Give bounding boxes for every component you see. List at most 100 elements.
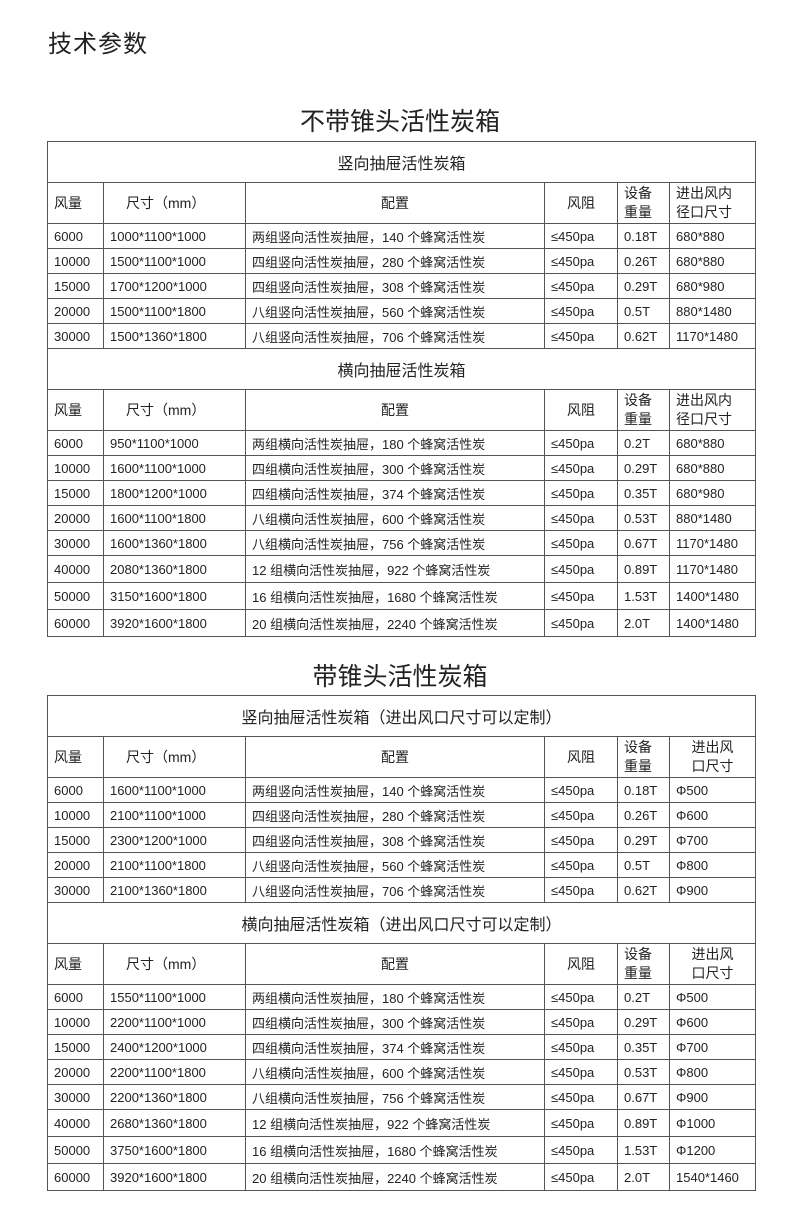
subtable-title: 横向抽屉活性炭箱（进出风口尺寸可以定制） — [46, 902, 757, 944]
table-cell: 680*880 — [668, 430, 757, 456]
table-cell: 1600*1100*1000 — [103, 777, 246, 803]
table-cell: ≤450pa — [544, 505, 618, 531]
table-cell: Φ500 — [668, 777, 757, 803]
column-header: 风阻 — [544, 389, 618, 431]
table-cell: 四组竖向活性炭抽屉，308 个蜂窝活性炭 — [245, 273, 545, 299]
table-cell: Φ900 — [668, 1084, 757, 1110]
subtable-title: 竖向抽屉活性炭箱（进出风口尺寸可以定制） — [46, 695, 757, 737]
table-cell: 八组竖向活性炭抽屉，560 个蜂窝活性炭 — [245, 298, 545, 324]
column-header-line: 设备 — [624, 392, 652, 408]
table-cell: 1540*1460 — [668, 1163, 757, 1191]
table-cell: 0.29T — [617, 1009, 670, 1035]
table-cell: ≤450pa — [544, 273, 618, 299]
table-cell: ≤450pa — [544, 1163, 618, 1191]
header-row: 风量 尺寸（mm） 配置 风阻 设备 重量 进出风 口尺寸 — [47, 736, 757, 778]
table-cell: 0.18T — [617, 223, 670, 249]
table-cell: ≤450pa — [544, 1034, 618, 1060]
table-cell: 10000 — [47, 1009, 104, 1035]
table-cell: ≤450pa — [544, 852, 618, 878]
spec-table: 竖向抽屉活性炭箱（进出风口尺寸可以定制） 风量 尺寸（mm） 配置 风阻 设备 重量 进出风口… — [46, 695, 757, 1191]
table-cell: 1000*1100*1000 — [103, 223, 246, 249]
table-cell: ≤450pa — [544, 455, 618, 481]
column-header-line: 重量 — [624, 758, 652, 774]
table-cell: 2080*1360*1800 — [103, 555, 246, 583]
table-cell: 0.62T — [617, 323, 670, 349]
column-header: 配置 — [245, 389, 545, 431]
column-header: 配置 — [245, 943, 545, 985]
header-row: 风量尺寸（mm）配置风阻设备重量进出风内径口尺寸 — [47, 389, 757, 431]
table-cell: 八组横向活性炭抽屉，600 个蜂窝活性炭 — [245, 1059, 545, 1085]
table-cell: 0.26T — [617, 248, 670, 274]
column-header: 设备重量 — [617, 182, 670, 224]
header-row: 风量尺寸（mm）配置风阻设备重量进出风内径口尺寸 — [47, 182, 757, 224]
table-cell: 四组竖向活性炭抽屉，280 个蜂窝活性炭 — [245, 248, 545, 274]
column-header: 进出风 口尺寸 — [668, 736, 757, 778]
table-row: 6000 1550*1100*1000 两组横向活性炭抽屉，180 个蜂窝活性炭 ≤4… — [47, 984, 757, 1010]
table-cell: ≤450pa — [544, 248, 618, 274]
table-cell: 6000 — [47, 223, 104, 249]
column-header: 风阻 — [544, 182, 618, 224]
table-row: 30000 1500*1360*1800 八组竖向活性炭抽屉，706 个蜂窝活性炭 ≤… — [47, 323, 757, 349]
subtable-title-row: 横向抽屉活性炭箱（进出风口尺寸可以定制） — [46, 902, 757, 944]
table-cell: 1800*1200*1000 — [103, 480, 246, 506]
column-header-line: 进出风内 — [676, 185, 732, 201]
subtable-title-row: 竖向抽屉活性炭箱（进出风口尺寸可以定制） — [46, 695, 757, 737]
column-header: 风量 — [47, 943, 104, 985]
table-cell: ≤450pa — [544, 555, 618, 583]
table-cell: 0.26T — [617, 802, 670, 828]
table-row: 30000 1600*1360*1800 八组横向活性炭抽屉，756 个蜂窝活性炭 ≤… — [47, 530, 757, 556]
table-cell: 四组横向活性炭抽屉，300 个蜂窝活性炭 — [245, 455, 545, 481]
table-cell: ≤450pa — [544, 298, 618, 324]
table-cell: 1400*1480 — [668, 582, 757, 610]
table-cell: 12 组横向活性炭抽屉，922 个蜂窝活性炭 — [245, 555, 545, 583]
table-cell: Φ700 — [668, 1034, 757, 1060]
table-cell: 八组竖向活性炭抽屉，706 个蜂窝活性炭 — [245, 877, 545, 903]
table-cell: 0.5T — [617, 298, 670, 324]
table-row: 10000 1500*1100*1000 四组竖向活性炭抽屉，280 个蜂窝活性炭 ≤… — [47, 248, 757, 274]
table-cell: 1400*1480 — [668, 609, 757, 637]
table-cell: 2400*1200*1000 — [103, 1034, 246, 1060]
table-cell: Φ500 — [668, 984, 757, 1010]
table-cell: 四组横向活性炭抽屉，300 个蜂窝活性炭 — [245, 1009, 545, 1035]
table-cell: 2100*1100*1000 — [103, 802, 246, 828]
column-header-line: 重量 — [624, 411, 652, 427]
table-row: 60000 3920*1600*1800 20 组横向活性炭抽屉，2240 个蜂窝活… — [47, 1163, 757, 1191]
table-cell: 30000 — [47, 323, 104, 349]
table-cell: 2200*1100*1800 — [103, 1059, 246, 1085]
table-cell: ≤450pa — [544, 609, 618, 637]
table-cell: 10000 — [47, 248, 104, 274]
table-cell: ≤450pa — [544, 827, 618, 853]
table-cell: 2680*1360*1800 — [103, 1109, 246, 1137]
table-cell: 16 组横向活性炭抽屉，1680 个蜂窝活性炭 — [245, 1136, 545, 1164]
table-cell: Φ1200 — [668, 1136, 757, 1164]
column-header-line: 径口尺寸 — [676, 204, 732, 220]
table-cell: 四组横向活性炭抽屉，374 个蜂窝活性炭 — [245, 480, 545, 506]
table-cell: ≤450pa — [544, 430, 618, 456]
column-header-line: 口尺寸 — [691, 758, 734, 774]
column-header: 设备重量 — [617, 389, 670, 431]
table-cell: 1600*1100*1800 — [103, 505, 246, 531]
table-cell: 20 组横向活性炭抽屉，2240 个蜂窝活性炭 — [245, 1163, 545, 1191]
table-cell: 0.35T — [617, 480, 670, 506]
column-header: 尺寸（mm） — [103, 389, 246, 431]
table-cell: 1500*1100*1800 — [103, 298, 246, 324]
table-cell: 20000 — [47, 1059, 104, 1085]
table-row: 15000 2300*1200*1000 四组竖向活性炭抽屉，308 个蜂窝活性炭 ≤… — [47, 827, 757, 853]
table-row: 20000 2200*1100*1800 八组横向活性炭抽屉，600 个蜂窝活性炭 ≤… — [47, 1059, 757, 1085]
table-cell: 16 组横向活性炭抽屉，1680 个蜂窝活性炭 — [245, 582, 545, 610]
table-cell: 60000 — [47, 609, 104, 637]
table-cell: 680*880 — [668, 455, 757, 481]
page-title: 技术参数 — [48, 31, 148, 58]
table-row: 20000 1600*1100*1800 八组横向活性炭抽屉，600 个蜂窝活性炭 ≤… — [47, 505, 757, 531]
table-cell: 四组竖向活性炭抽屉，308 个蜂窝活性炭 — [245, 827, 545, 853]
table-cell: Φ700 — [668, 827, 757, 853]
table-cell: 八组横向活性炭抽屉，756 个蜂窝活性炭 — [245, 1084, 545, 1110]
column-header: 风阻 — [544, 736, 618, 778]
table-cell: 1600*1360*1800 — [103, 530, 246, 556]
table-cell: 两组横向活性炭抽屉，180 个蜂窝活性炭 — [245, 984, 545, 1010]
table-cell: 0.53T — [617, 1059, 670, 1085]
table-cell: ≤450pa — [544, 1136, 618, 1164]
table-cell: 10000 — [47, 455, 104, 481]
table-cell: 1.53T — [617, 582, 670, 610]
table-cell: 八组竖向活性炭抽屉，560 个蜂窝活性炭 — [245, 852, 545, 878]
